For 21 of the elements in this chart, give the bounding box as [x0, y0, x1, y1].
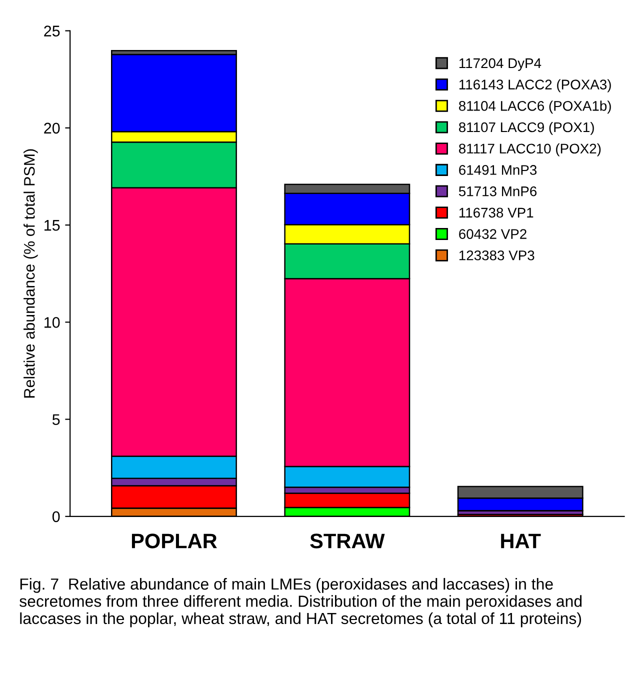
- x-tick-label: HAT: [501, 534, 541, 548]
- legend-label: 61491 MnP3: [459, 165, 537, 175]
- legend-label: 117204 DyP4: [459, 58, 542, 71]
- legend-label: 123383 VP3: [459, 250, 534, 260]
- legend-label: 81107 LACC9 (POX1): [458, 122, 594, 135]
- x-tick-label: STRAW: [310, 534, 385, 548]
- y-tick-label: 15: [44, 220, 60, 231]
- caption: Fig. 7 Relative abundance of main LMEs (peroxidases and laccases) in the secretomes from three different media. Distribution of the main peroxidases and laccases in the poplar, wheat straw, and HAT secretomes (a total of 11 proteins): [20, 578, 582, 628]
- y-tick-label: 5: [52, 414, 60, 425]
- y-tick-label: 10: [44, 317, 60, 328]
- legend-label: 81117 LACC10 (POX2): [458, 143, 601, 156]
- y-tick-label: 25: [44, 26, 60, 36]
- y-tick-label: 20: [44, 122, 60, 134]
- y-tick-label: 0: [52, 511, 60, 522]
- legend-label: 60432 VP2: [459, 229, 526, 239]
- legend-label: 81104 LACC6 (POXA1b): [458, 100, 611, 114]
- x-tick-label: POPLAR: [132, 534, 217, 548]
- legend-label: 116143 LACC2 (POXA3): [459, 79, 611, 92]
- legend-label: 116738 VP1: [459, 208, 534, 218]
- y-axis-title: Relative abundance (% of total PSM): [24, 149, 38, 398]
- legend-label: 51713 MnP6: [458, 186, 537, 196]
